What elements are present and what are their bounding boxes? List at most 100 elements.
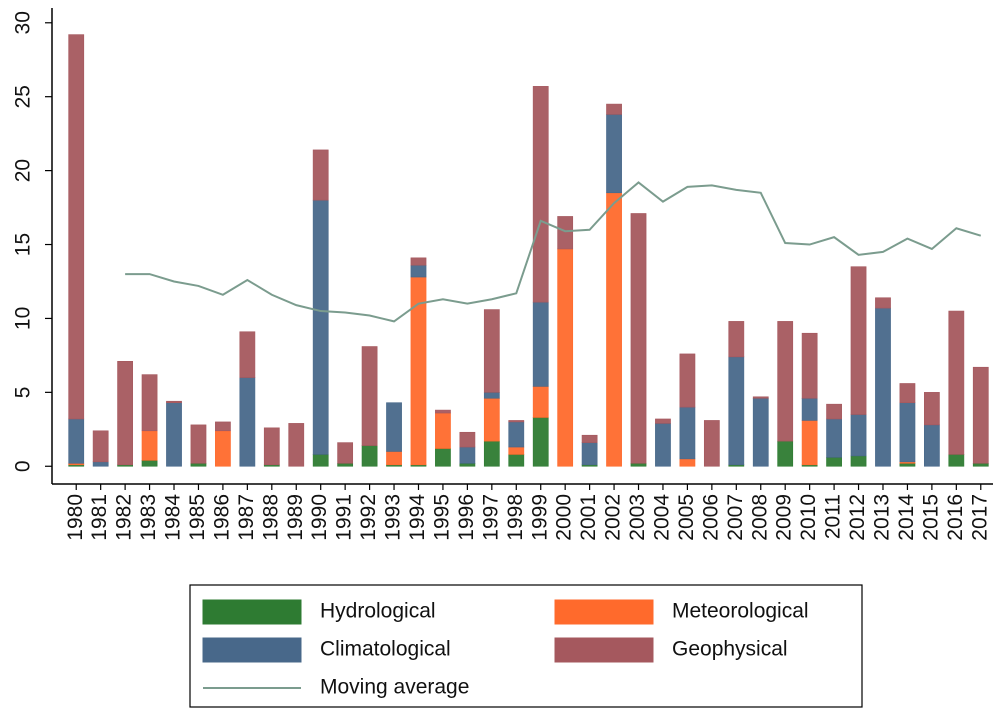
- x-tick-label: 2012: [846, 494, 869, 541]
- bar-segment: [361, 445, 378, 467]
- x-tick-label: 2007: [724, 494, 747, 541]
- legend-label: Moving average: [320, 676, 469, 699]
- bar-segment: [777, 440, 794, 467]
- bar-segment: [850, 455, 867, 467]
- bar-segment: [752, 397, 769, 467]
- bar-segment: [679, 406, 696, 460]
- bar-segment: [508, 421, 525, 448]
- bar-segment: [215, 421, 231, 432]
- bar-segment: [435, 412, 451, 449]
- bar-segment: [801, 332, 818, 399]
- x-tick-label: 2006: [699, 494, 722, 541]
- x-tick-label: 1993: [382, 494, 405, 541]
- bar-segment: [459, 463, 476, 467]
- bar-segment: [361, 346, 378, 446]
- x-tick-label: 1984: [162, 494, 185, 541]
- bar-segment: [606, 114, 622, 194]
- x-tick-label: 2003: [626, 494, 649, 541]
- bar-segment: [630, 213, 647, 464]
- bar-segment: [728, 321, 745, 358]
- x-tick-label: 1983: [137, 494, 160, 541]
- bar-segment: [68, 418, 85, 464]
- bar-segment: [141, 460, 158, 467]
- bar-segment: [679, 458, 696, 467]
- legend-label: Geophysical: [672, 638, 788, 661]
- legend-box: [189, 584, 863, 708]
- y-tick-label: 20: [12, 159, 35, 182]
- bar-segment: [92, 461, 109, 467]
- bar-segment: [728, 356, 745, 466]
- bar-segment: [410, 264, 427, 278]
- legend-swatch: [554, 599, 654, 625]
- bar-segment: [190, 424, 207, 464]
- bar-segment: [630, 463, 647, 467]
- bar-segment: [826, 457, 842, 467]
- bar-segment: [166, 402, 182, 467]
- x-tick-label: 1980: [64, 494, 87, 541]
- bar-segment: [239, 331, 256, 378]
- bar-segment: [410, 257, 427, 266]
- bar-segment: [948, 310, 965, 455]
- bar-segment: [801, 420, 818, 466]
- x-tick-label: 1986: [210, 494, 233, 541]
- bar-segment: [972, 463, 989, 467]
- x-tick-label: 2002: [602, 494, 625, 541]
- bar-segment: [508, 446, 525, 455]
- bar-segment: [483, 392, 500, 399]
- x-tick-label: 1989: [284, 494, 307, 541]
- x-tick-label: 1982: [113, 494, 136, 541]
- bar-segment: [92, 430, 109, 463]
- x-tick-label: 1991: [333, 494, 356, 541]
- x-tick-label: 2011: [822, 494, 845, 539]
- x-tick-label: 2008: [748, 494, 771, 541]
- bar-segment: [190, 463, 207, 467]
- bar-segment: [288, 423, 305, 467]
- legend-label: Climatological: [320, 638, 451, 661]
- x-tick-label: 1990: [308, 494, 331, 541]
- y-tick-label: 15: [12, 233, 35, 256]
- x-tick-label: 2013: [871, 494, 894, 541]
- y-tick-label: 30: [12, 11, 35, 34]
- x-tick-label: 2005: [675, 494, 698, 541]
- moving-average-line: [125, 181, 982, 323]
- bar-segment: [532, 386, 549, 418]
- bar-segment: [141, 430, 158, 461]
- x-tick-label: 1985: [186, 494, 209, 541]
- bar-segment: [655, 423, 671, 467]
- legend-swatch: [554, 637, 654, 663]
- y-tick-label: 10: [12, 307, 35, 330]
- legend-swatch: [202, 637, 302, 663]
- bar-segment: [899, 463, 916, 467]
- bar-segment: [826, 403, 842, 420]
- bar-segment: [581, 434, 598, 443]
- bar-segment: [386, 451, 402, 466]
- x-tick-label: 1997: [479, 494, 502, 541]
- x-tick-label: 2017: [968, 494, 991, 541]
- x-tick-label: 1981: [88, 494, 111, 541]
- y-tick-label: 5: [12, 387, 35, 399]
- bar-segment: [215, 430, 231, 467]
- bar-segment: [557, 216, 574, 250]
- bar-segment: [581, 442, 598, 466]
- bar-segment: [850, 266, 867, 415]
- bar-segment: [532, 417, 549, 467]
- bar-segment: [532, 301, 549, 387]
- bar-segment: [386, 402, 402, 452]
- bar-segment: [557, 248, 574, 467]
- legend-swatch: [202, 599, 302, 625]
- bar-segment: [532, 86, 549, 303]
- bar-segment: [972, 366, 989, 464]
- bar-segment: [826, 418, 842, 458]
- bar-segment: [68, 34, 85, 420]
- bar-segment: [312, 454, 329, 467]
- bar-segment: [239, 377, 256, 467]
- bar-segment: [508, 454, 525, 467]
- x-tick-label: 2004: [651, 494, 674, 541]
- x-tick-label: 1987: [235, 494, 258, 541]
- x-tick-label: 2010: [797, 494, 820, 541]
- x-tick-label: 1999: [528, 494, 551, 541]
- x-tick-label: 1992: [357, 494, 380, 541]
- bar-segment: [924, 392, 940, 426]
- bar-segment: [752, 396, 769, 399]
